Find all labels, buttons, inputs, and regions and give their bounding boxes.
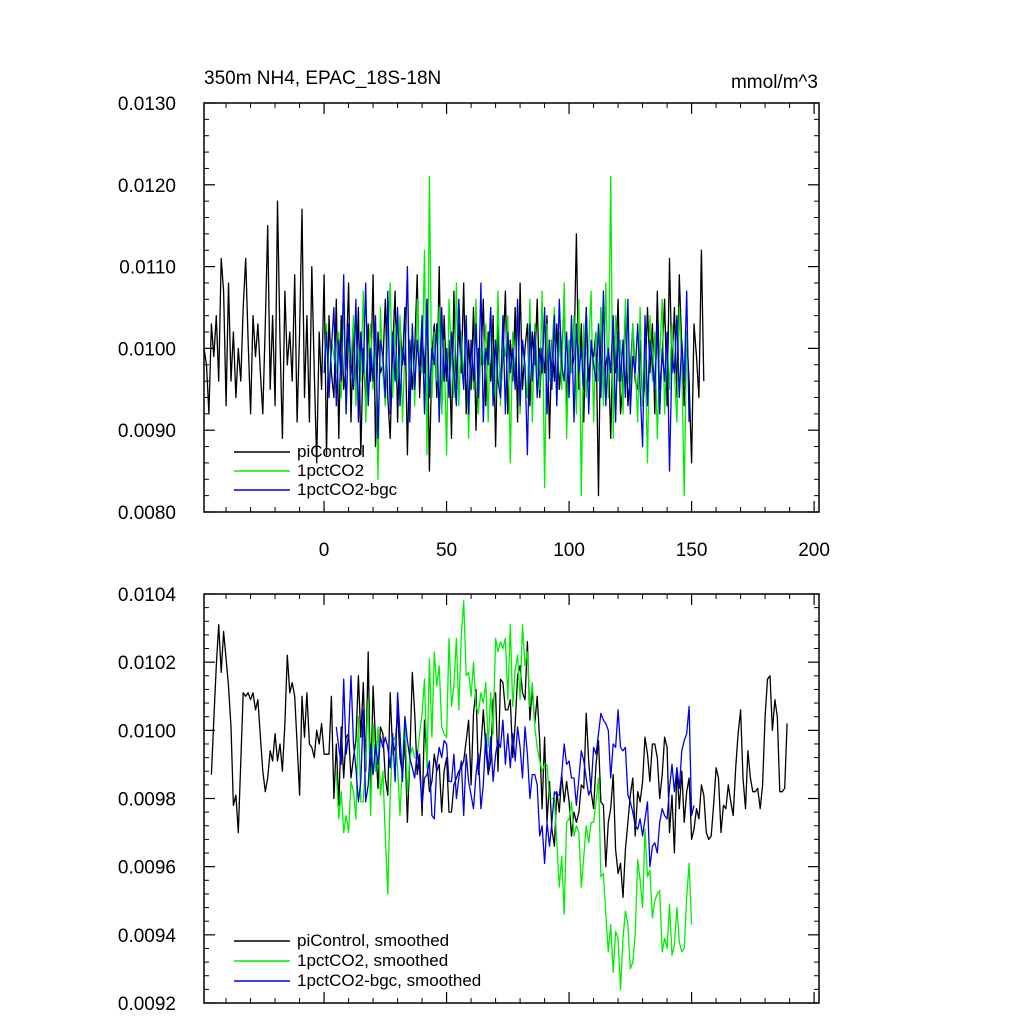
bottom-legend-label-picontrol: piControl, smoothed — [297, 931, 449, 950]
top-y-tick-label: 0.0120 — [118, 176, 176, 197]
top-x-tick-labels: 0 50 100 150 200 — [319, 540, 830, 561]
bottom-y-tick-label: 0.0104 — [118, 585, 177, 606]
top-y-tick-label: 0.0130 — [118, 94, 176, 115]
bottom-plot-frame — [203, 593, 820, 1004]
top-legend-label-1pctco2-bgc: 1pctCO2-bgc — [297, 480, 398, 499]
bottom-y-tick-labels: 0.0092 0.0094 0.0096 0.0098 0.0100 0.0102 0.01… — [118, 585, 177, 1015]
top-plot-frame — [203, 102, 820, 513]
bottom-y-tick-label: 0.0102 — [118, 653, 176, 674]
bottom-legend-label-1pctco2: 1pctCO2, smoothed — [297, 951, 448, 970]
top-panel-title: 350m NH4, EPAC_18S-18N — [204, 68, 441, 89]
top-legend-label-1pctco2: 1pctCO2 — [297, 461, 364, 480]
top-y-tick-label: 0.0100 — [118, 339, 176, 360]
top-y-tick-labels: 0.0080 0.0090 0.0100 0.0110 0.0120 0.0130 — [118, 94, 176, 524]
top-series-line-1pctco2-bgc — [323, 265, 690, 472]
top-y-tick-label: 0.0090 — [118, 421, 176, 442]
top-panel-units: mmol/m^3 — [731, 72, 818, 93]
top-x-tick-label: 150 — [676, 540, 708, 561]
top-x-tick-label: 50 — [436, 540, 457, 561]
top-x-tick-label: 200 — [798, 540, 830, 561]
bottom-series-line-1pctco2-smoothed — [335, 600, 693, 991]
bottom-series-line-1pctco2-bgc-smoothed — [335, 675, 695, 868]
bottom-legend: piControl, smoothed 1pctCO2, smoothed 1p… — [234, 931, 481, 990]
top-series-layer — [203, 175, 705, 497]
top-panel: 350m NH4, EPAC_18S-18N mmol/m^3 0.00800.… — [118, 68, 830, 561]
bottom-y-tick-label: 0.0094 — [118, 926, 177, 947]
bottom-series-layer — [210, 600, 788, 991]
bottom-panel: 0.0092 0.0094 0.0096 0.0098 0.0100 0.0102 0.01… — [118, 585, 820, 1015]
bottom-y-tick-label: 0.0098 — [118, 790, 176, 811]
top-x-tick-label: 0 — [319, 540, 330, 561]
bottom-y-tick-label: 0.0096 — [118, 858, 176, 879]
top-series-line-picontrol — [203, 200, 705, 497]
top-y-tick-label: 0.0080 — [118, 503, 176, 524]
bottom-legend-label-1pctco2-bgc: 1pctCO2-bgc, smoothed — [297, 971, 481, 990]
top-x-tick-label: 100 — [553, 540, 585, 561]
bottom-y-tick-label: 0.0092 — [118, 994, 176, 1015]
bottom-y-tick-label: 0.0100 — [118, 721, 176, 742]
top-legend-label-picontrol: piControl — [297, 442, 365, 461]
bottom-series-line-picontrol-smoothed — [210, 624, 788, 898]
top-y-tick-label: 0.0110 — [119, 258, 176, 279]
top-legend: piControl 1pctCO2 1pctCO2-bgc — [234, 442, 398, 499]
